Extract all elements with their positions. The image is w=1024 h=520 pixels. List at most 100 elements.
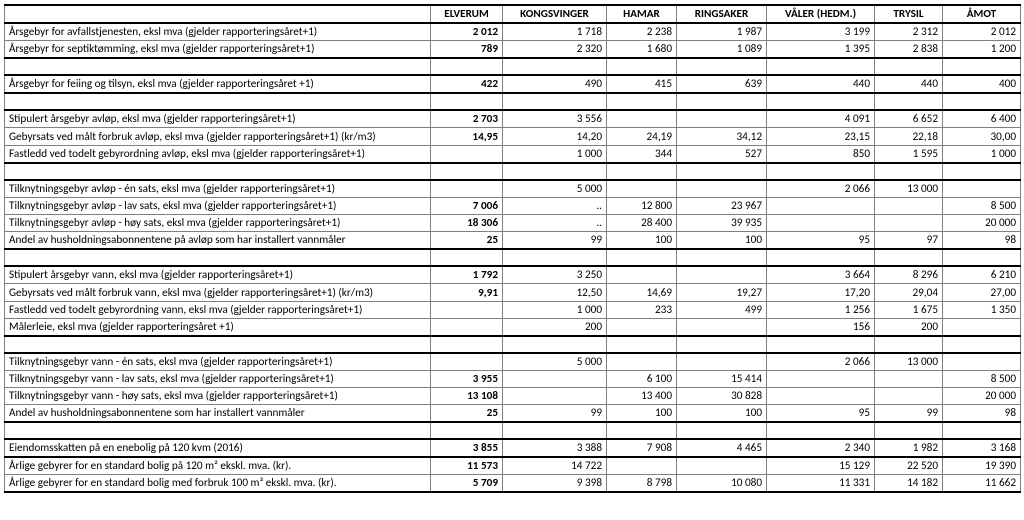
cell: 17,20 [767,284,875,301]
cell: 415 [607,75,677,93]
cell: 4 091 [767,110,875,128]
cell: 9 398 [503,475,607,493]
cell: .. [503,197,607,214]
cell: 233 [607,301,677,318]
cell: 2 703 [431,110,503,128]
cell: 13 400 [607,388,677,405]
cell: 24,19 [607,128,677,145]
cell: 13 000 [875,353,943,371]
cell: 13 000 [875,180,943,198]
cell [677,422,767,439]
cell: 14,69 [607,284,677,301]
table-row: Stipulert årsgebyr avløp, eksl mva (gjel… [5,110,1021,128]
cell [943,93,1021,110]
cell [431,422,503,439]
cell [607,266,677,284]
cell: 25 [431,405,503,423]
table-row: Andel av husholdningsabonnentene på avlø… [5,232,1021,250]
row-label [5,422,431,439]
cell [875,214,943,231]
cell: 499 [677,301,767,318]
table-row: Tilknytningsgebyr vann - lav sats, eksl … [5,370,1021,387]
cell: 100 [677,232,767,250]
cell [431,318,503,336]
row-label [5,163,431,180]
cell [943,163,1021,180]
spacer-row [5,336,1021,353]
cell: 4 465 [677,439,767,457]
table-row: Stipulert årsgebyr vann, eksl mva (gjeld… [5,266,1021,284]
cell: 440 [875,75,943,93]
row-label: Årsgebyr for feiing og tilsyn, eksl mva … [5,75,431,93]
cell: 14 722 [503,457,607,475]
cell: 2 320 [503,41,607,59]
table-row: Andel av husholdningsabonnentene som har… [5,405,1021,423]
cell: 2 238 [607,23,677,41]
cell: 6 210 [943,266,1021,284]
cell: 1 987 [677,23,767,41]
row-label: Årlige gebyrer for en standard bolig på … [5,457,431,475]
table-row: Årsgebyr for avfallstjenesten, eksl mva … [5,23,1021,41]
cell: 2 012 [943,23,1021,41]
cell [677,163,767,180]
cell: 639 [677,75,767,93]
row-label: Tilknytningsgebyr vann - én sats, eksl m… [5,353,431,371]
cell: 3 955 [431,370,503,387]
header-blank [5,5,431,23]
cell: 100 [677,405,767,423]
cell: 99 [875,405,943,423]
row-label: Andel av husholdningsabonnentene på avlø… [5,232,431,250]
cell: 20 000 [943,388,1021,405]
cell: 12,50 [503,284,607,301]
cell [607,249,677,266]
cell [607,318,677,336]
cell: 95 [767,405,875,423]
cell [607,93,677,110]
cell [431,249,503,266]
row-label: Gebyrsats ved målt forbruk avløp, eksl m… [5,128,431,145]
cell: 1 000 [503,301,607,318]
cell [503,388,607,405]
cell: 2 066 [767,353,875,371]
header--mot: ÅMOT [943,5,1021,23]
cell: 440 [767,75,875,93]
cell: 14,95 [431,128,503,145]
cell: 8 500 [943,370,1021,387]
cell: 1 089 [677,41,767,59]
row-label: Fastledd ved todelt gebyrordning vann, e… [5,301,431,318]
cell [875,388,943,405]
cell [431,336,503,353]
cell: 11 662 [943,475,1021,493]
row-label [5,249,431,266]
cell: 1 256 [767,301,875,318]
cell [431,353,503,371]
cell: 11 573 [431,457,503,475]
cell [943,249,1021,266]
row-label [5,336,431,353]
cell [875,93,943,110]
cell [875,249,943,266]
cell: 1 200 [943,41,1021,59]
table-row: Tilknytningsgebyr vann - én sats, eksl m… [5,353,1021,371]
cell: 8 798 [607,475,677,493]
cell: 2 312 [875,23,943,41]
row-label [5,58,431,75]
cell: 3 855 [431,439,503,457]
table-row: Fastledd ved todelt gebyrordning avløp, … [5,145,1021,163]
row-label: Tilknytningsgebyr avløp - lav sats, eksl… [5,197,431,214]
cell [875,197,943,214]
cell [607,336,677,353]
cell [503,249,607,266]
cell: 156 [767,318,875,336]
spacer-row [5,58,1021,75]
cell [677,353,767,371]
table-row: Tilknytningsgebyr vann - høy sats, eksl … [5,388,1021,405]
cell [677,457,767,475]
cell: 98 [943,405,1021,423]
cell: 8 296 [875,266,943,284]
table-row: Årsgebyr for septiktømming, eksl mva (gj… [5,41,1021,59]
cell [875,422,943,439]
cell [767,93,875,110]
cell: 27,00 [943,284,1021,301]
spacer-row [5,163,1021,180]
